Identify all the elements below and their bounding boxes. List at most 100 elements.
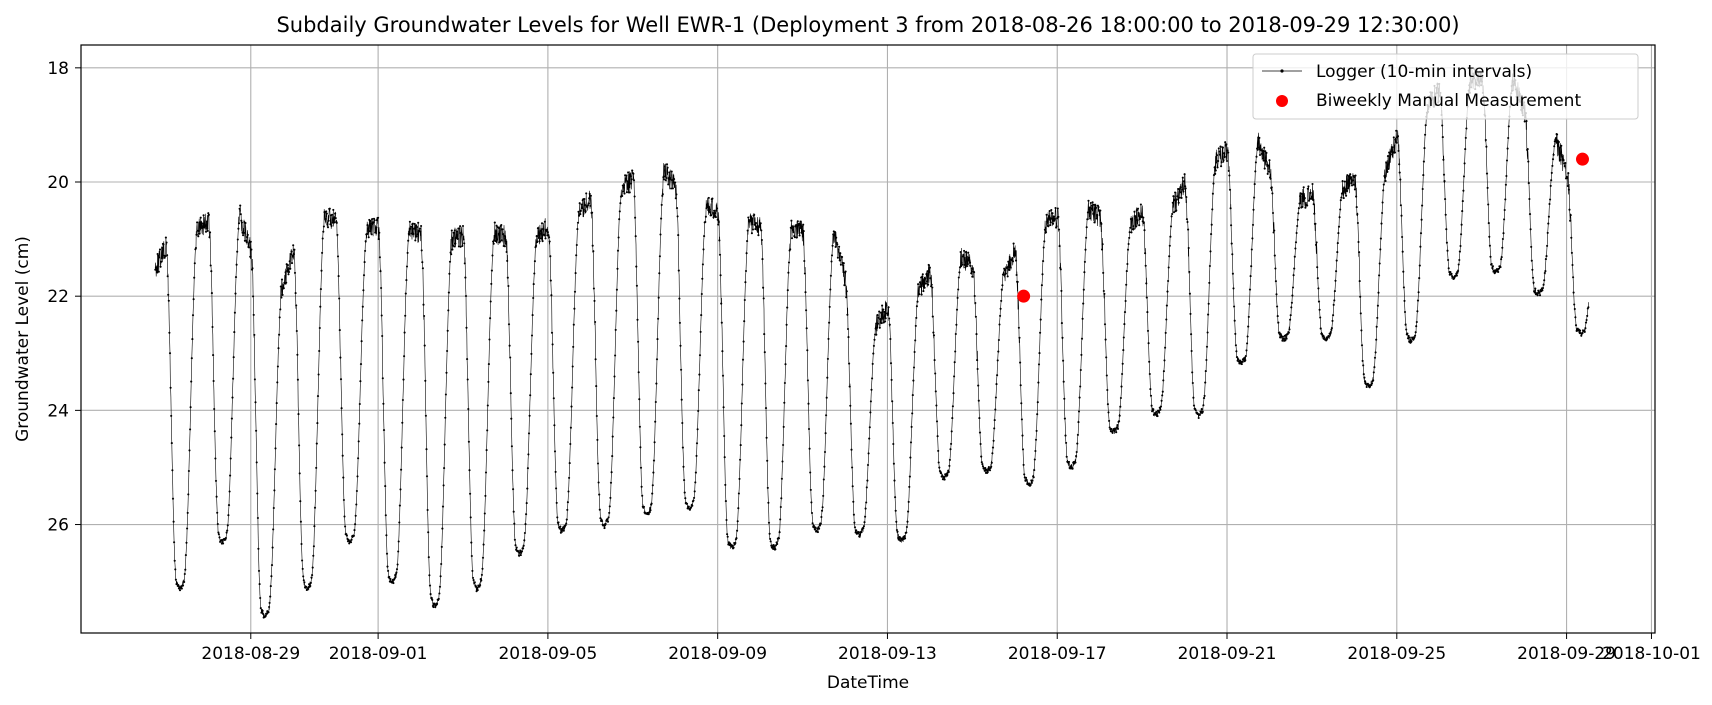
logger-point [1258, 136, 1261, 139]
logger-point [1191, 381, 1194, 385]
logger-point [879, 311, 883, 314]
logger-point [518, 551, 521, 554]
logger-point [820, 509, 824, 512]
logger-point [336, 255, 340, 258]
logger-point [1234, 332, 1237, 335]
logger-series [154, 68, 1590, 619]
logger-point [522, 547, 525, 550]
logger-point [297, 413, 300, 416]
x-tick-label: 2018-09-05 [498, 644, 597, 664]
logger-point [331, 213, 334, 216]
logger-point [1056, 217, 1059, 220]
logger-point [760, 229, 763, 232]
logger-point [354, 514, 357, 517]
logger-point [224, 538, 227, 541]
logger-point [1198, 413, 1201, 416]
logger-point [404, 314, 407, 317]
logger-point [1014, 259, 1018, 262]
logger-point [582, 208, 585, 211]
logger-point [509, 356, 512, 359]
logger-point [503, 234, 506, 238]
logger-point [523, 531, 526, 535]
logger-point [594, 358, 597, 361]
logger-point [506, 276, 509, 279]
logger-point [639, 466, 643, 469]
logger-point [1217, 159, 1220, 163]
logger-point [592, 250, 595, 253]
logger-point [1404, 323, 1407, 326]
logger-point [1048, 210, 1051, 213]
logger-point [1202, 404, 1205, 407]
logger-point [821, 506, 824, 509]
logger-point [1063, 397, 1066, 400]
logger-point [657, 296, 660, 299]
logger-point [636, 318, 639, 321]
logger-point [456, 237, 459, 240]
logger-point [364, 249, 367, 252]
logger-point [751, 228, 755, 231]
logger-point [512, 510, 515, 513]
logger-point [884, 320, 887, 323]
logger-point [368, 230, 371, 233]
logger-point [723, 456, 726, 459]
logger-point [430, 597, 433, 600]
logger-point [565, 518, 568, 521]
logger-point [1233, 305, 1236, 308]
logger-point [362, 274, 366, 277]
logger-point [1403, 299, 1406, 302]
logger-point [1088, 206, 1091, 209]
logger-point [418, 227, 422, 230]
logger-point [660, 217, 663, 220]
logger-point [396, 563, 399, 566]
logger-point [259, 607, 262, 610]
logger-point [270, 564, 274, 567]
logger-point [290, 250, 293, 253]
logger-point [1233, 319, 1236, 322]
logger-point [1586, 314, 1589, 317]
logger-point [1204, 370, 1207, 373]
logger-point [1247, 325, 1250, 328]
logger-point [433, 602, 436, 605]
logger-point [1108, 419, 1111, 422]
logger-point [914, 339, 917, 342]
logger-point [870, 388, 873, 391]
logger-point [1226, 149, 1229, 152]
logger-point [1406, 337, 1410, 340]
logger-point [1497, 267, 1500, 270]
logger-point [622, 190, 625, 193]
logger-point [604, 522, 607, 526]
logger-point [1441, 136, 1444, 139]
logger-point [234, 292, 237, 295]
logger-point [469, 516, 472, 519]
logger-point [552, 397, 555, 400]
logger-point [446, 329, 449, 332]
logger-point [1351, 179, 1354, 182]
logger-point [1187, 246, 1190, 250]
logger-point [1146, 329, 1150, 332]
logger-point [907, 510, 910, 513]
logger-point [1222, 159, 1225, 162]
logger-point [675, 207, 679, 210]
logger-point [1171, 212, 1174, 216]
logger-point [487, 363, 490, 366]
logger-point [630, 178, 633, 181]
logger-point [1092, 212, 1095, 215]
logger-point [1551, 164, 1554, 167]
logger-point [1423, 147, 1426, 150]
logger-point [216, 522, 219, 526]
logger-point [1572, 276, 1575, 279]
logger-point [278, 316, 281, 319]
logger-point [1368, 386, 1371, 389]
logger-point [1402, 286, 1405, 289]
logger-point [546, 231, 549, 234]
logger-point [236, 238, 239, 241]
logger-point [876, 314, 879, 317]
logger-point [589, 204, 592, 207]
logger-point [1360, 344, 1364, 347]
logger-point [914, 324, 917, 327]
logger-point [257, 547, 260, 550]
logger-point [1143, 229, 1146, 232]
logger-point [662, 178, 666, 181]
logger-point [562, 529, 565, 532]
